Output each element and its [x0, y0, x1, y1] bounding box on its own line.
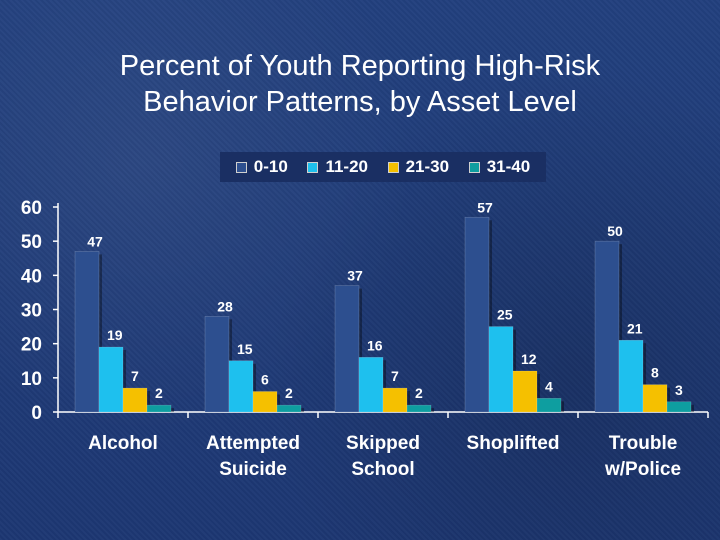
- chart-legend: 0-10 11-20 21-30 31-40: [220, 152, 546, 182]
- bar: [74, 251, 100, 413]
- bar: [594, 240, 620, 413]
- data-label: 2: [415, 385, 423, 401]
- bar: [512, 370, 538, 413]
- data-label: 2: [155, 385, 163, 401]
- bar: [618, 339, 644, 413]
- bar: [204, 316, 230, 413]
- data-label: 12: [521, 351, 537, 367]
- data-label: 8: [651, 365, 659, 381]
- legend-item-31-40: 31-40: [468, 157, 531, 177]
- y-tick-label: 60: [21, 198, 42, 219]
- y-tick-label: 10: [21, 369, 42, 390]
- x-category-label: Suicide: [219, 459, 287, 480]
- data-label: 50: [607, 223, 623, 239]
- bar: [488, 326, 514, 413]
- bar: [98, 346, 124, 413]
- y-tick-label: 20: [21, 335, 42, 356]
- x-category-label: Trouble: [609, 433, 678, 454]
- data-label: 28: [217, 298, 233, 314]
- bar: [666, 401, 692, 413]
- y-tick-label: 30: [21, 301, 42, 322]
- y-tick-label: 50: [21, 232, 42, 253]
- data-label: 3: [675, 382, 683, 398]
- legend-swatch-11-20: [307, 161, 319, 173]
- bar: [276, 404, 302, 413]
- bar: [536, 398, 562, 413]
- y-tick-label: 40: [21, 266, 42, 287]
- x-category-label: Alcohol: [88, 433, 158, 454]
- x-category-label: Skipped: [346, 433, 420, 454]
- bar: [642, 384, 668, 413]
- data-label: 57: [477, 199, 493, 215]
- data-label: 37: [347, 268, 363, 284]
- bar: [406, 404, 432, 413]
- data-label: 16: [367, 337, 383, 353]
- legend-item-11-20: 11-20: [307, 157, 368, 177]
- legend-label-11-20: 11-20: [325, 157, 368, 176]
- x-category-label: Attempted: [206, 433, 300, 454]
- legend-label-21-30: 21-30: [405, 157, 450, 176]
- x-category-label: School: [351, 459, 414, 480]
- y-tick-label: 0: [31, 403, 42, 424]
- legend-item-0-10: 0-10: [235, 157, 288, 177]
- data-label: 19: [107, 327, 123, 343]
- data-label: 21: [627, 320, 643, 336]
- data-label: 25: [497, 307, 513, 323]
- data-label: 6: [261, 372, 269, 388]
- x-category-label: Shoplifted: [467, 433, 560, 454]
- chart-title-line-2: Behavior Patterns, by Asset Level: [143, 86, 577, 118]
- bar: [358, 357, 384, 413]
- bar: [464, 216, 490, 413]
- bar: [334, 285, 360, 413]
- legend-swatch-0-10: [235, 161, 247, 173]
- legend-label-31-40: 31-40: [486, 157, 531, 176]
- chart-title-line-1: Percent of Youth Reporting High-Risk: [119, 50, 601, 82]
- data-label: 7: [131, 368, 139, 384]
- x-category-label: w/Police: [604, 459, 681, 480]
- data-label: 47: [87, 233, 103, 249]
- legend-swatch-21-30: [387, 161, 399, 173]
- chart-title: Percent of Youth Reporting High-Risk Beh…: [0, 48, 720, 120]
- legend-swatch-31-40: [468, 161, 480, 173]
- bar: [382, 387, 408, 413]
- legend-label-0-10: 0-10: [253, 157, 288, 176]
- data-label: 15: [237, 341, 253, 357]
- data-label: 4: [545, 378, 553, 394]
- data-label: 2: [285, 385, 293, 401]
- legend-item-21-30: 21-30: [387, 157, 450, 177]
- bar: [228, 360, 254, 413]
- data-label: 7: [391, 368, 399, 384]
- bar: [122, 387, 148, 413]
- bar: [146, 404, 172, 413]
- bar: [252, 391, 278, 413]
